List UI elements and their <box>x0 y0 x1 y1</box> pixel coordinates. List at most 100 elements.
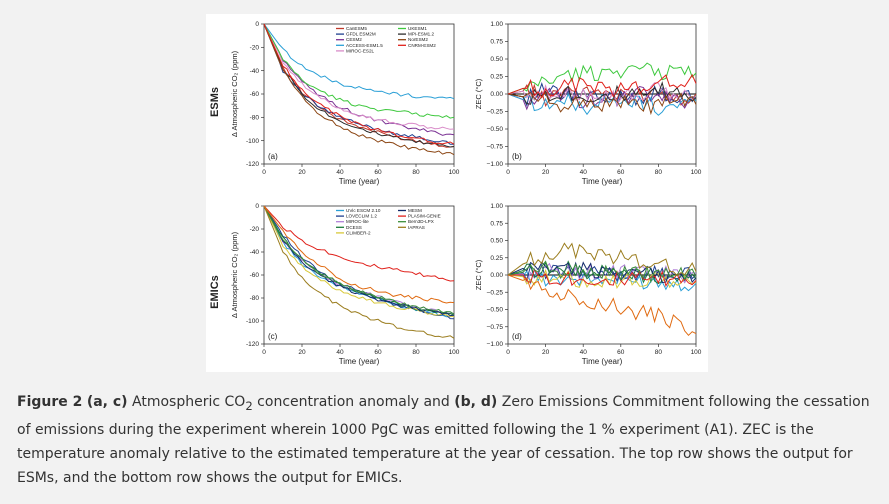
x-tick-label-a: 80 <box>412 169 420 176</box>
x-tick-label-b: 0 <box>506 169 510 176</box>
series-line-d-9 <box>507 274 697 337</box>
x-axis-label-b: Time (year) <box>582 177 623 186</box>
y-tick-label-b: −0.50 <box>487 126 504 133</box>
panel-a: 0 20 40 60 80 100 0 -20 -40 -60 -80 -100 -120 Time (y… <box>230 21 460 186</box>
y-tick-label-c: -40 <box>250 249 260 256</box>
y-tick-label-a: -60 <box>250 91 260 98</box>
row-label-emics: EMICs <box>209 275 221 309</box>
y-tick-label-c: -100 <box>246 318 259 325</box>
y-tick-label-a: -80 <box>250 115 260 122</box>
row-label-esms: ESMs <box>209 87 221 117</box>
y-axis-label-c: Δ Atmospheric CO₂ (ppm) <box>230 231 239 318</box>
y-tick-label-b: −0.25 <box>487 109 504 116</box>
y-tick-label-b: 1.00 <box>490 21 503 28</box>
y-tick-label-a: -40 <box>250 68 260 75</box>
y-axis-label-a: Δ Atmospheric CO₂ (ppm) <box>230 50 239 137</box>
legend-entry-c: CLIMBER-2 <box>346 230 371 235</box>
y-tick-label-d: 0.25 <box>490 255 503 262</box>
caption-panel-bd-label: (b, d) <box>454 394 498 410</box>
x-tick-label-c: 40 <box>336 349 344 356</box>
series-line-a-3 <box>263 23 455 100</box>
series-line-c-8 <box>263 205 455 339</box>
series-line-c-9 <box>263 205 455 304</box>
y-tick-label-b: 0.25 <box>490 74 503 81</box>
series-line-b-3 <box>507 92 697 116</box>
x-tick-label-b: 20 <box>542 169 550 176</box>
legend-entry-c: UVic ESCM 2.10 <box>346 208 381 213</box>
x-axis-label-c: Time (year) <box>339 357 380 366</box>
series-line-a-8 <box>263 23 455 145</box>
legend-entry-c: MESM <box>408 208 422 213</box>
legend-entry-a: ACCESS-ESM1.5 <box>346 43 383 48</box>
y-tick-label-d: −0.50 <box>487 307 504 314</box>
figure-svg: ESMs EMICs 0 20 40 60 80 100 0 -20 -40 -60 -80 -100… <box>209 21 702 366</box>
y-tick-label-d: 0.00 <box>490 272 503 279</box>
y-tick-label-d: −0.25 <box>487 289 504 296</box>
x-tick-label-a: 20 <box>298 169 306 176</box>
y-tick-label-d: 1.00 <box>490 203 503 210</box>
x-tick-label-c: 100 <box>449 349 460 356</box>
caption-panel-ac-label: (a, c) <box>86 394 128 410</box>
x-tick-label-b: 80 <box>655 169 663 176</box>
legend-entry-c: IAPRAS <box>408 225 425 230</box>
y-tick-label-a: -100 <box>246 138 259 145</box>
y-tick-label-b: −1.00 <box>487 161 504 168</box>
x-tick-label-d: 0 <box>506 349 510 356</box>
legend-entry-a: MPI-ESM1.2 <box>408 32 434 37</box>
panel-b: 0 20 40 60 80 100 1.00 0.75 0.50 0.25 0.00 −0.25 −0.… <box>474 21 702 186</box>
figure-image: ESMs EMICs 0 20 40 60 80 100 0 -20 -40 -60 -80 -100… <box>206 14 708 372</box>
y-tick-label-d: 0.75 <box>490 220 503 227</box>
x-tick-label-c: 20 <box>298 349 306 356</box>
legend-entry-a: CanESM5 <box>346 26 367 31</box>
caption-subscript: 2 <box>245 398 253 413</box>
y-tick-label-d: 0.50 <box>490 238 503 245</box>
x-tick-label-d: 80 <box>655 349 663 356</box>
series-line-b-1 <box>507 82 697 107</box>
y-tick-label-b: −0.75 <box>487 144 504 151</box>
legend-entry-c: DCESS <box>346 225 362 230</box>
series-line-a-7 <box>263 23 455 156</box>
x-tick-label-c: 0 <box>262 349 266 356</box>
y-tick-label-d: −0.75 <box>487 324 504 331</box>
y-tick-label-d: −1.00 <box>487 341 504 348</box>
series-line-b-6 <box>507 81 697 105</box>
legend-entry-a: GFDL ESM2M <box>346 32 376 37</box>
panel-label-b: (b) <box>512 152 522 161</box>
series-line-a-2 <box>263 23 455 136</box>
series-line-a-4 <box>263 23 455 130</box>
legend-entry-a: CESM2 <box>346 37 362 42</box>
series-line-d-1 <box>507 263 697 283</box>
figure-caption: Figure 2 (a, c) Atmospheric CO2 concentr… <box>17 390 877 490</box>
series-line-c-7 <box>263 205 455 315</box>
panel-label-a: (a) <box>268 152 278 161</box>
x-axis-label-a: Time (year) <box>339 177 380 186</box>
legend-entry-a: NorESM2 <box>408 37 428 42</box>
legend-entry-a: MIROC-ES2L <box>346 48 375 53</box>
series-line-b-7 <box>507 91 697 116</box>
series-line-c-6 <box>263 205 455 282</box>
x-tick-label-b: 60 <box>617 169 625 176</box>
y-axis-label-b: ZEC (°C) <box>474 78 483 109</box>
x-tick-label-c: 80 <box>412 349 420 356</box>
y-tick-label-b: 0.75 <box>490 39 503 46</box>
series-line-d-7 <box>507 260 697 284</box>
series-line-d-6 <box>508 268 697 287</box>
caption-text-2: concentration anomaly and <box>252 394 455 410</box>
caption-text-3: Zero Emissions Commitment following the … <box>17 394 870 486</box>
series-line-d-8 <box>507 242 697 277</box>
y-tick-label-c: -120 <box>246 341 259 348</box>
caption-figure-label: Figure 2 <box>17 394 83 410</box>
legend-entry-a: UKESM1 <box>408 26 427 31</box>
series-line-a-5 <box>263 23 455 119</box>
legend-entry-c: Bern3D-LPX <box>408 219 434 224</box>
panel-label-c: (c) <box>268 332 278 341</box>
x-tick-label-d: 40 <box>580 349 588 356</box>
y-tick-label-a: -120 <box>246 161 259 168</box>
x-tick-label-a: 60 <box>374 169 382 176</box>
x-tick-label-a: 100 <box>449 169 460 176</box>
panel-c: 0 20 40 60 80 100 0 -20 -40 -60 -80 -100 -120 Time (y… <box>230 203 460 366</box>
series-line-d-4 <box>507 268 697 289</box>
y-tick-label-c: -20 <box>250 226 260 233</box>
panel-d: 0 20 40 60 80 100 1.00 0.75 0.50 0.25 0.00 −0.25 −0.… <box>474 203 702 366</box>
series-line-b-8 <box>507 73 697 99</box>
